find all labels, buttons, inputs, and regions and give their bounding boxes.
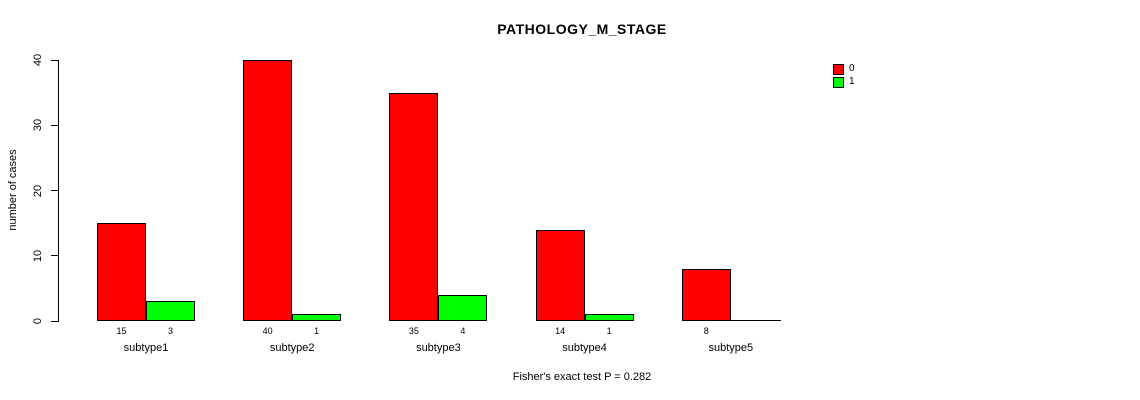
annotation-fishers-test: Fisher's exact test P = 0.282 (512, 371, 652, 383)
y-tick-mark (51, 59, 58, 61)
y-tick-label-30: 30 (32, 119, 44, 132)
bar-value-label-1-subtype3: 4 (460, 326, 466, 336)
bar-1-subtype2 (292, 314, 342, 321)
y-tick-label-40: 40 (32, 53, 44, 67)
legend-swatch-icon (833, 76, 844, 88)
legend-item-1: 1 (833, 76, 855, 88)
y-tick-mark (51, 255, 58, 257)
bar-0-subtype5 (681, 268, 731, 321)
bar-value-label-0-subtype5: 8 (703, 326, 709, 336)
bar-1-subtype4 (584, 314, 634, 321)
bar-0-subtype2 (243, 60, 293, 321)
bar-1-subtype5-zero (730, 320, 781, 321)
x-tick-label-subtype1: subtype1 (123, 342, 169, 354)
y-tick-label-10: 10 (32, 249, 44, 262)
chart-title: PATHOLOGY_M_STAGE (497, 21, 667, 37)
legend-item-0: 0 (833, 63, 855, 75)
bar-0-subtype1 (97, 223, 146, 321)
bar-value-label-0-subtype1: 15 (116, 326, 127, 336)
bar-value-label-0-subtype4: 14 (555, 326, 566, 336)
y-axis-title: number of cases (7, 149, 19, 231)
legend-swatch-icon (833, 63, 844, 75)
y-tick-mark (51, 320, 58, 322)
x-tick-label-subtype3: subtype3 (416, 342, 461, 354)
bar-value-label-0-subtype2: 40 (262, 326, 273, 336)
bar-value-label-1-subtype1: 3 (167, 326, 174, 336)
y-tick-mark (51, 124, 58, 126)
y-tick-label-20: 20 (32, 184, 44, 197)
y-tick-mark (51, 190, 58, 191)
x-tick-label-subtype4: subtype4 (562, 342, 607, 354)
bar-0-subtype4 (535, 229, 585, 321)
bar-value-label-1-subtype4: 1 (606, 326, 612, 336)
x-tick-label-subtype2: subtype2 (269, 342, 315, 354)
legend-label: 1 (849, 76, 855, 87)
y-axis-line (58, 60, 59, 322)
bar-1-subtype1 (146, 301, 195, 321)
bar-value-label-0-subtype3: 35 (408, 326, 419, 336)
x-tick-label-subtype5: subtype5 (708, 342, 754, 354)
y-tick-label-0: 0 (32, 317, 44, 325)
bar-value-label-1-subtype2: 1 (314, 326, 320, 336)
legend-label: 0 (849, 63, 855, 74)
bar-1-subtype3 (438, 294, 488, 321)
bar-0-subtype3 (389, 92, 439, 321)
